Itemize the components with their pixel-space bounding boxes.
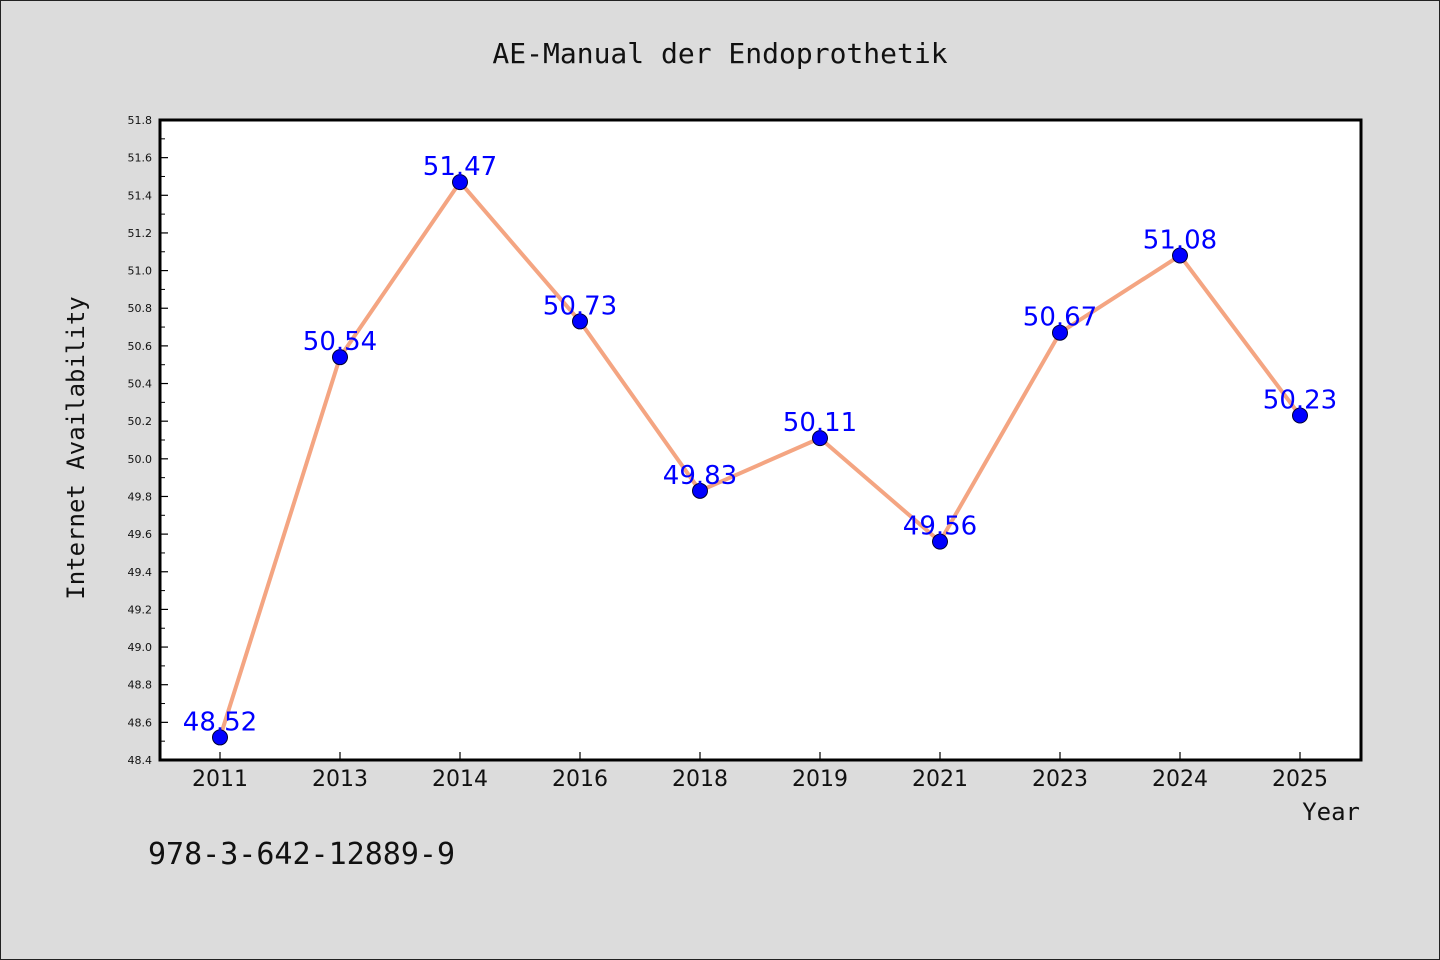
- y-tick-label: 50.4: [128, 378, 153, 391]
- y-tick-label: 48.8: [128, 679, 153, 692]
- y-tick-label: 49.6: [128, 528, 153, 541]
- y-tick-label: 49.2: [128, 603, 153, 616]
- y-axis-label: Internet Availability: [62, 296, 90, 599]
- data-label: 50.67: [1023, 303, 1097, 333]
- y-tick-label: 50.6: [128, 340, 153, 353]
- data-label: 48.52: [183, 707, 257, 737]
- data-point: [1052, 324, 1068, 341]
- y-axis: 48.4 48.6 48.8 49.0 49.2 49.4 49.6 49.8 50.0 50.2…: [128, 114, 168, 767]
- data-point: [452, 174, 468, 191]
- y-tick-label: 51.2: [128, 227, 153, 240]
- data-label: 50.54: [303, 327, 377, 357]
- series-line-group: [218, 180, 1302, 739]
- y-tick-label: 50.0: [128, 453, 153, 466]
- series-line: [218, 180, 1302, 739]
- data-label: 50.73: [543, 291, 617, 321]
- isbn-text: 978-3-642-12889-9: [148, 837, 455, 872]
- y-tick-label: 51.8: [128, 114, 153, 127]
- markers-group: [212, 174, 1308, 746]
- y-tick-label: 49.8: [128, 490, 153, 503]
- y-tick-label: 50.2: [128, 415, 153, 428]
- data-point: [932, 533, 948, 550]
- data-point: [332, 349, 348, 366]
- x-tick-label: 2019: [792, 767, 848, 792]
- y-tick-label: 48.6: [128, 716, 153, 729]
- data-point: [1172, 247, 1188, 264]
- x-tick-label: 2025: [1272, 767, 1328, 792]
- data-label: 51.47: [423, 152, 497, 182]
- y-tick-label: 51.6: [128, 152, 153, 165]
- x-tick-label: 2024: [1152, 767, 1208, 792]
- data-point: [692, 482, 708, 499]
- data-label: 51.08: [1143, 226, 1217, 256]
- data-point: [212, 729, 228, 746]
- plot-area: [158, 118, 1363, 762]
- data-label: 50.23: [1263, 386, 1337, 416]
- y-tick-label: 49.0: [128, 641, 153, 654]
- x-axis: 2011 2013 2014 2016 2018 2019 2021 2023 2024 2025: [192, 752, 1328, 792]
- x-tick-label: 2016: [552, 767, 608, 792]
- data-label: 49.83: [663, 461, 737, 491]
- data-point: [812, 430, 828, 447]
- data-point: [1292, 407, 1308, 424]
- data-point: [572, 313, 588, 330]
- data-label: 49.56: [903, 512, 977, 542]
- y-tick-label: 49.4: [128, 566, 153, 579]
- x-tick-label: 2018: [672, 767, 728, 792]
- data-labels-group: 48.52 50.54 51.47 50.73 49.83 50.11 49.56 50.67…: [183, 152, 1337, 737]
- x-tick-label: 2014: [432, 767, 488, 792]
- x-axis-label: Year: [1302, 798, 1360, 826]
- chart-title: AE-Manual der Endoprothetik: [492, 37, 947, 70]
- x-tick-label: 2023: [1032, 767, 1088, 792]
- x-tick-label: 2021: [912, 767, 968, 792]
- x-tick-label: 2013: [312, 767, 368, 792]
- y-tick-label: 48.4: [128, 754, 153, 767]
- y-tick-label: 50.8: [128, 302, 153, 315]
- y-tick-label: 51.4: [128, 189, 153, 202]
- x-tick-label: 2011: [192, 767, 248, 792]
- y-tick-label: 51.0: [128, 265, 153, 278]
- data-label: 50.11: [783, 408, 857, 438]
